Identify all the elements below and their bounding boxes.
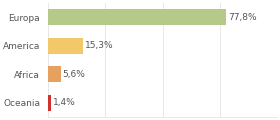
Bar <box>48 66 61 82</box>
Text: 5,6%: 5,6% <box>62 70 85 79</box>
Text: 1,4%: 1,4% <box>53 98 76 107</box>
Bar <box>48 95 51 111</box>
Bar <box>48 38 83 54</box>
Text: 77,8%: 77,8% <box>228 13 257 22</box>
Bar <box>48 9 226 25</box>
Text: 15,3%: 15,3% <box>85 41 113 50</box>
